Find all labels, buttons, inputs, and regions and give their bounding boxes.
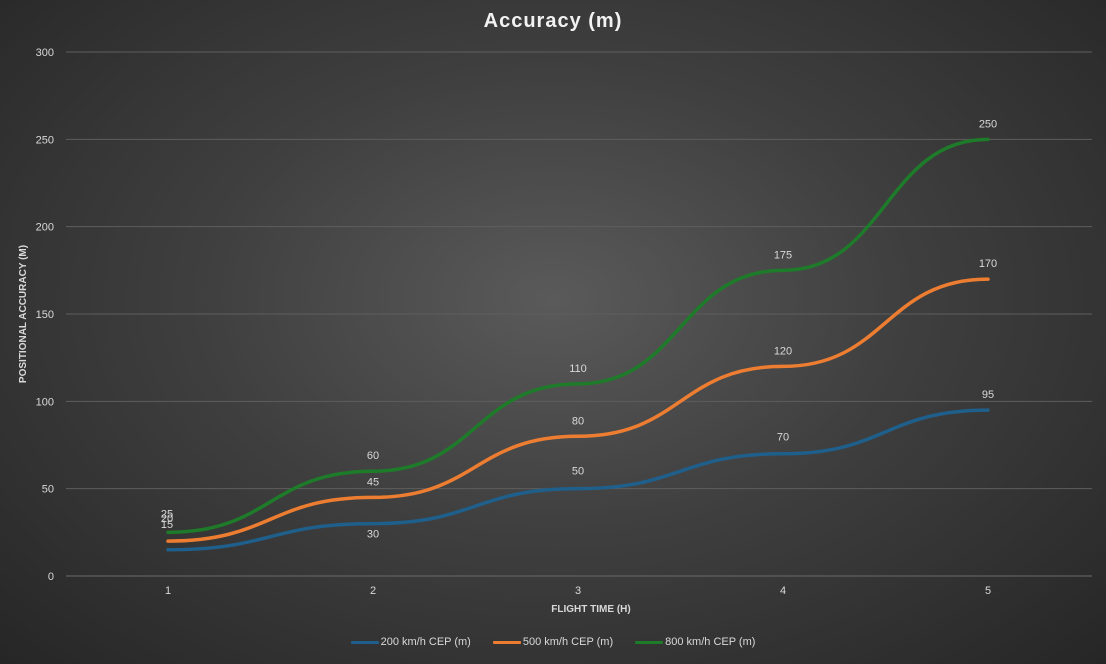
data-label: 80	[572, 415, 584, 427]
x-tick-label: 4	[780, 585, 786, 597]
chart-title: Accuracy (m)	[483, 10, 623, 32]
data-label: 170	[979, 258, 997, 270]
x-tick-label: 1	[165, 585, 171, 597]
data-label: 175	[774, 249, 792, 261]
legend-swatch	[492, 640, 521, 644]
legend-label: 500 km/h CEP (m)	[522, 636, 614, 648]
legend-item: 200 km/h CEP (m)	[350, 636, 471, 648]
data-label: 15	[161, 519, 173, 531]
x-axis-title: FLIGHT TIME (H)	[551, 604, 630, 615]
data-label: 250	[979, 118, 997, 130]
y-tick-label: 250	[36, 134, 54, 146]
data-label: 60	[367, 450, 379, 462]
legend: 200 km/h CEP (m) 500 km/h CEP (m) 800 km/h…	[0, 636, 1106, 648]
data-label: 45	[367, 476, 379, 488]
data-label: 50	[572, 466, 584, 478]
y-tick-label: 0	[48, 571, 54, 583]
y-tick-label: 200	[36, 222, 54, 234]
series-line	[166, 408, 990, 552]
data-label: 20	[161, 513, 173, 525]
legend-item: 500 km/h CEP (m)	[492, 636, 614, 648]
legend-label: 200 km/h CEP (m)	[380, 636, 471, 648]
data-label: 110	[569, 363, 587, 375]
x-tick-label: 2	[370, 585, 376, 597]
series-line	[166, 137, 990, 535]
data-label: 120	[774, 345, 792, 357]
legend-item: 800 km/h CEP (m)	[635, 636, 755, 648]
legend-label: 800 km/h CEP (m)	[665, 636, 756, 648]
y-tick-label: 300	[36, 47, 54, 59]
data-label: 70	[777, 432, 789, 444]
legend-swatch	[350, 640, 379, 644]
series-line	[166, 277, 990, 543]
y-axis-title: POSITIONAL ACCURACY (M)	[18, 245, 29, 383]
data-label: 25	[161, 508, 173, 520]
x-tick-label: 5	[985, 585, 991, 597]
y-tick-label: 150	[36, 309, 54, 321]
data-label: 30	[367, 529, 379, 541]
x-tick-label: 3	[575, 585, 581, 597]
y-tick-label: 50	[42, 484, 54, 496]
legend-swatch	[635, 640, 664, 644]
data-label: 95	[982, 389, 994, 401]
y-tick-label: 100	[36, 396, 54, 408]
